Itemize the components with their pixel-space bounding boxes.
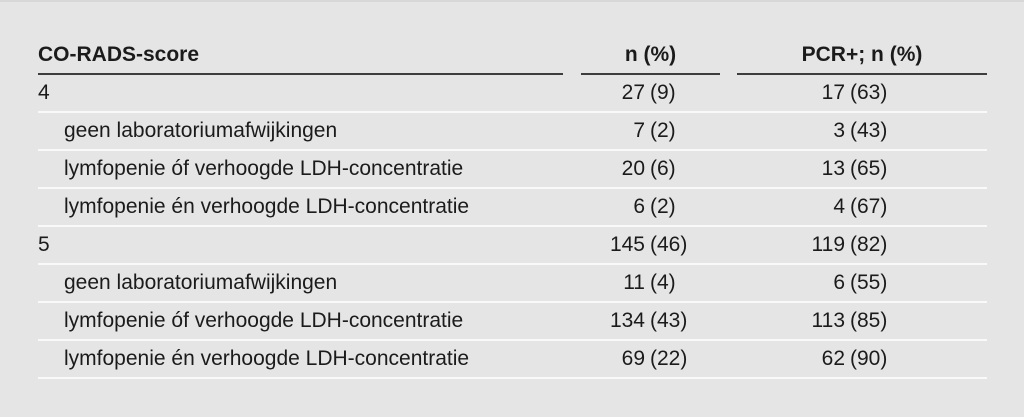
pcr-value: 62 <box>821 347 845 370</box>
pcr-percent-value: (85) <box>850 309 888 332</box>
n-percent-value: (9) <box>650 81 676 104</box>
column-gap <box>720 151 737 187</box>
n-percent-value: (4) <box>650 271 676 294</box>
row-label: lymfopenie óf verhoogde LDH-concentratie <box>64 157 464 180</box>
n-value: 27 <box>621 81 645 104</box>
page-top-divider <box>0 0 1024 2</box>
n-percent-value: (6) <box>650 157 676 180</box>
n-percent-value: (2) <box>650 195 676 218</box>
table-row: lymfopenie én verhoogde LDH-concentratie… <box>38 341 987 379</box>
row-label-cell: geen laboratoriumafwijkingen <box>38 265 563 301</box>
pcr-percent-value: (65) <box>850 157 888 180</box>
n-value: 145 <box>609 233 645 256</box>
pcr-percent-value: (82) <box>850 233 888 256</box>
n-percent-cell: 11 (4) <box>581 265 720 301</box>
row-label: 5 <box>38 233 50 256</box>
column-gap <box>563 151 581 187</box>
n-value: 11 <box>623 271 645 294</box>
pcr-positive-cell: 6 (55) <box>737 265 987 301</box>
pcr-positive-cell: 17 (63) <box>737 75 987 111</box>
pcr-value: 13 <box>821 157 845 180</box>
n-value: 7 <box>633 119 645 142</box>
row-label: 4 <box>38 81 50 104</box>
pcr-percent-value: (67) <box>850 195 888 218</box>
row-label-cell: 4 <box>38 75 563 111</box>
n-percent-cell: 134 (43) <box>581 303 720 339</box>
row-label-cell: lymfopenie óf verhoogde LDH-concentratie <box>38 151 563 187</box>
row-label-cell: lymfopenie óf verhoogde LDH-concentratie <box>38 303 563 339</box>
pcr-value: 6 <box>833 271 845 294</box>
column-gap <box>563 341 581 377</box>
n-value: 69 <box>621 347 645 370</box>
pcr-percent-value: (63) <box>850 81 888 104</box>
n-percent-cell: 7 (2) <box>581 113 720 149</box>
table-row: 5 145 (46) 119 (82) <box>38 227 987 265</box>
n-percent-cell: 145 (46) <box>581 227 720 263</box>
pcr-percent-value: (43) <box>850 119 888 142</box>
table-row: 4 27 (9) 17 (63) <box>38 75 987 113</box>
row-label: lymfopenie én verhoogde LDH-concentratie <box>64 347 470 370</box>
column-gap <box>563 265 581 301</box>
table-row: geen laboratoriumafwijkingen 7 (2) 3 (43… <box>38 113 987 151</box>
n-percent-cell: 6 (2) <box>581 189 720 225</box>
column-gap <box>563 40 581 75</box>
pcr-positive-cell: 3 (43) <box>737 113 987 149</box>
column-gap <box>563 75 581 111</box>
n-percent-cell: 69 (22) <box>581 341 720 377</box>
column-gap <box>720 113 737 149</box>
column-gap <box>563 303 581 339</box>
n-percent-value: (46) <box>650 233 688 256</box>
n-percent-value: (22) <box>650 347 688 370</box>
n-percent-cell: 20 (6) <box>581 151 720 187</box>
pcr-positive-cell: 4 (67) <box>737 189 987 225</box>
column-gap <box>563 227 581 263</box>
pcr-value: 119 <box>811 233 845 256</box>
pcr-positive-cell: 119 (82) <box>737 227 987 263</box>
column-gap <box>720 265 737 301</box>
row-label-cell: lymfopenie én verhoogde LDH-concentratie <box>38 189 563 225</box>
row-label-cell: geen laboratoriumafwijkingen <box>38 113 563 149</box>
pcr-positive-cell: 113 (85) <box>737 303 987 339</box>
pcr-positive-cell: 13 (65) <box>737 151 987 187</box>
pcr-percent-value: (55) <box>850 271 888 294</box>
table-row: lymfopenie óf verhoogde LDH-concentratie… <box>38 151 987 189</box>
column-gap <box>720 40 737 75</box>
n-percent-value: (2) <box>650 119 676 142</box>
column-gap <box>563 189 581 225</box>
row-label-cell: 5 <box>38 227 563 263</box>
n-value: 6 <box>633 195 645 218</box>
pcr-percent-value: (90) <box>850 347 888 370</box>
n-value: 20 <box>621 157 645 180</box>
column-gap <box>563 113 581 149</box>
co-rads-table: CO-RADS-score n (%) PCR+; n (%) 4 27 (9)… <box>38 40 987 379</box>
column-header-n-percent: n (%) <box>581 40 720 75</box>
pcr-value: 113 <box>811 309 845 332</box>
row-label: lymfopenie óf verhoogde LDH-concentratie <box>64 309 464 332</box>
table-header-row: CO-RADS-score n (%) PCR+; n (%) <box>38 40 987 75</box>
row-label: geen laboratoriumafwijkingen <box>64 271 338 294</box>
table-row: lymfopenie én verhoogde LDH-concentratie… <box>38 189 987 227</box>
column-gap <box>720 75 737 111</box>
row-label-cell: lymfopenie én verhoogde LDH-concentratie <box>38 341 563 377</box>
column-header-pcr-positive: PCR+; n (%) <box>737 40 987 75</box>
pcr-positive-cell: 62 (90) <box>737 341 987 377</box>
row-label: geen laboratoriumafwijkingen <box>64 119 338 142</box>
row-label: lymfopenie én verhoogde LDH-concentratie <box>64 195 470 218</box>
pcr-value: 4 <box>833 195 845 218</box>
column-gap <box>720 227 737 263</box>
n-value: 134 <box>609 309 645 332</box>
table-row: geen laboratoriumafwijkingen 11 (4) 6 (5… <box>38 265 987 303</box>
table-row: lymfopenie óf verhoogde LDH-concentratie… <box>38 303 987 341</box>
column-header-co-rads-score: CO-RADS-score <box>38 40 563 75</box>
pcr-value: 17 <box>821 81 845 104</box>
table-body: 4 27 (9) 17 (63) geen laboratoriumafwijk… <box>38 75 987 379</box>
n-percent-cell: 27 (9) <box>581 75 720 111</box>
n-percent-value: (43) <box>650 309 688 332</box>
column-gap <box>720 341 737 377</box>
column-gap <box>720 189 737 225</box>
pcr-value: 3 <box>833 119 845 142</box>
column-gap <box>720 303 737 339</box>
